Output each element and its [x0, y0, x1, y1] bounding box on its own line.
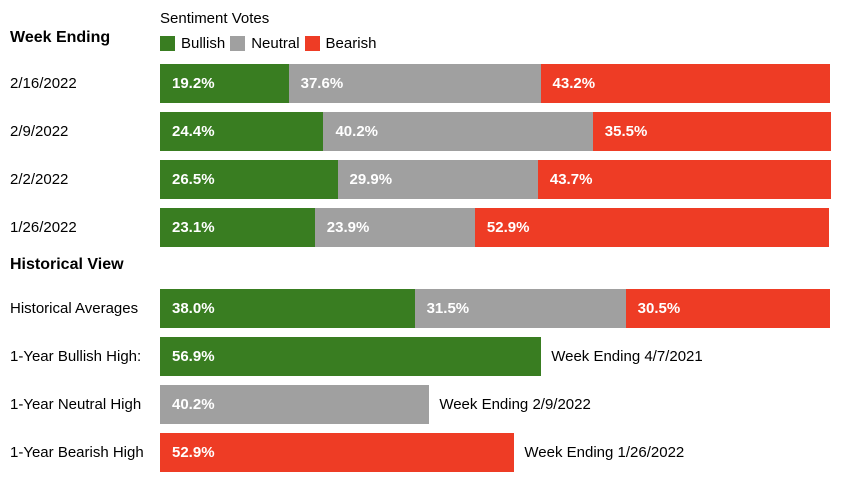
- bearish-swatch-icon: [304, 36, 320, 51]
- historical-view-heading: Historical View: [10, 256, 124, 273]
- single-bar: 40.2% Week Ending 2/9/2022: [160, 385, 830, 424]
- bar-segment-neutral: 31.5%: [414, 289, 626, 328]
- row-label: 2/2/2022: [10, 170, 69, 188]
- week-ending-heading: Week Ending: [10, 28, 111, 46]
- bar-annotation: Week Ending 1/26/2022: [524, 444, 685, 461]
- bullish-high-row: 1-Year Bullish High: 56.9% Week Ending 4…: [0, 337, 841, 376]
- bar-segment-bullish: 56.9%: [160, 337, 542, 376]
- weekly-row-1-26-2022: 1/26/2022 23.1% 23.9% 52.9%: [0, 208, 841, 247]
- stacked-bar: 23.1% 23.9% 52.9%: [160, 208, 830, 247]
- bar-segment-bullish: 24.4%: [160, 112, 324, 151]
- stacked-bar: 19.2% 37.6% 43.2%: [160, 64, 830, 103]
- legend-label: Bullish: [181, 35, 226, 52]
- bar-segment-neutral: 37.6%: [288, 64, 541, 103]
- historical-averages-row: Historical Averages 38.0% 31.5% 30.5%: [0, 289, 841, 328]
- stacked-bar: 38.0% 31.5% 30.5%: [160, 289, 830, 328]
- chart-header: Week Ending Sentiment Votes Bullish Neut…: [0, 0, 841, 52]
- bar-segment-bearish: 52.9%: [474, 208, 830, 247]
- segment-value: 35.5%: [604, 123, 648, 140]
- bar-segment-neutral: 29.9%: [337, 160, 538, 199]
- bar-segment-bearish: 52.9%: [160, 433, 515, 472]
- segment-value: 19.2%: [172, 75, 215, 92]
- bar-annotation: Week Ending 4/7/2021: [551, 348, 703, 365]
- single-bar: 52.9% Week Ending 1/26/2022: [160, 433, 830, 472]
- stacked-bar: 24.4% 40.2% 35.5%: [160, 112, 831, 151]
- row-label: 1/26/2022: [10, 218, 77, 236]
- single-bar: 56.9% Week Ending 4/7/2021: [160, 337, 830, 376]
- bar-segment-bullish: 23.1%: [160, 208, 315, 247]
- bar-segment-bearish: 35.5%: [592, 112, 831, 151]
- segment-value: 37.6%: [300, 75, 344, 92]
- bar-segment-bearish: 43.2%: [540, 64, 830, 103]
- segment-value: 43.7%: [549, 171, 593, 188]
- bar-segment-neutral: 40.2%: [160, 385, 430, 424]
- segment-value: 40.2%: [172, 396, 215, 413]
- row-label: Historical Averages: [10, 299, 139, 317]
- bar-segment-bullish: 38.0%: [160, 289, 415, 328]
- row-label: 1-Year Bearish High: [10, 443, 144, 461]
- row-label: 2/9/2022: [10, 122, 69, 140]
- weekly-row-2-9-2022: 2/9/2022 24.4% 40.2% 35.5%: [0, 112, 841, 151]
- segment-value: 23.9%: [326, 219, 370, 236]
- bar-segment-bearish: 30.5%: [625, 289, 830, 328]
- row-label: 1-Year Bullish High:: [10, 347, 142, 365]
- bullish-swatch-icon: [160, 36, 175, 51]
- legend: Bullish Neutral Bearish: [160, 35, 841, 52]
- bar-segment-bullish: 19.2%: [160, 64, 289, 103]
- stacked-bar: 26.5% 29.9% 43.7%: [160, 160, 831, 199]
- segment-value: 29.9%: [349, 171, 393, 188]
- legend-item-bearish: Bearish: [304, 35, 377, 52]
- segment-value: 56.9%: [172, 348, 215, 365]
- neutral-high-row: 1-Year Neutral High 40.2% Week Ending 2/…: [0, 385, 841, 424]
- bar-segment-bearish: 43.7%: [537, 160, 831, 199]
- segment-value: 26.5%: [172, 171, 215, 188]
- neutral-swatch-icon: [230, 36, 246, 51]
- segment-value: 23.1%: [172, 219, 215, 236]
- bearish-high-row: 1-Year Bearish High 52.9% Week Ending 1/…: [0, 433, 841, 472]
- bar-segment-neutral: 23.9%: [314, 208, 475, 247]
- title-legend-block: Sentiment Votes Bullish Neutral Bearish: [160, 0, 841, 52]
- legend-item-bullish: Bullish: [160, 35, 225, 52]
- segment-value: 52.9%: [486, 219, 530, 236]
- segment-value: 40.2%: [335, 123, 379, 140]
- bar-segment-neutral: 40.2%: [323, 112, 593, 151]
- segment-value: 31.5%: [426, 300, 470, 317]
- bar-segment-bullish: 26.5%: [160, 160, 338, 199]
- legend-label: Bearish: [325, 35, 377, 52]
- segment-value: 43.2%: [552, 75, 596, 92]
- weekly-row-2-2-2022: 2/2/2022 26.5% 29.9% 43.7%: [0, 160, 841, 199]
- segment-value: 52.9%: [172, 444, 215, 461]
- chart-title: Sentiment Votes: [160, 10, 270, 27]
- segment-value: 30.5%: [637, 300, 681, 317]
- bar-annotation: Week Ending 2/9/2022: [439, 396, 591, 413]
- segment-value: 38.0%: [172, 300, 215, 317]
- legend-label: Neutral: [251, 35, 300, 52]
- row-label: 2/16/2022: [10, 74, 77, 92]
- segment-value: 24.4%: [172, 123, 215, 140]
- legend-item-neutral: Neutral: [230, 35, 300, 52]
- weekly-row-2-16-2022: 2/16/2022 19.2% 37.6% 43.2%: [0, 64, 841, 103]
- row-label: 1-Year Neutral High: [10, 395, 142, 413]
